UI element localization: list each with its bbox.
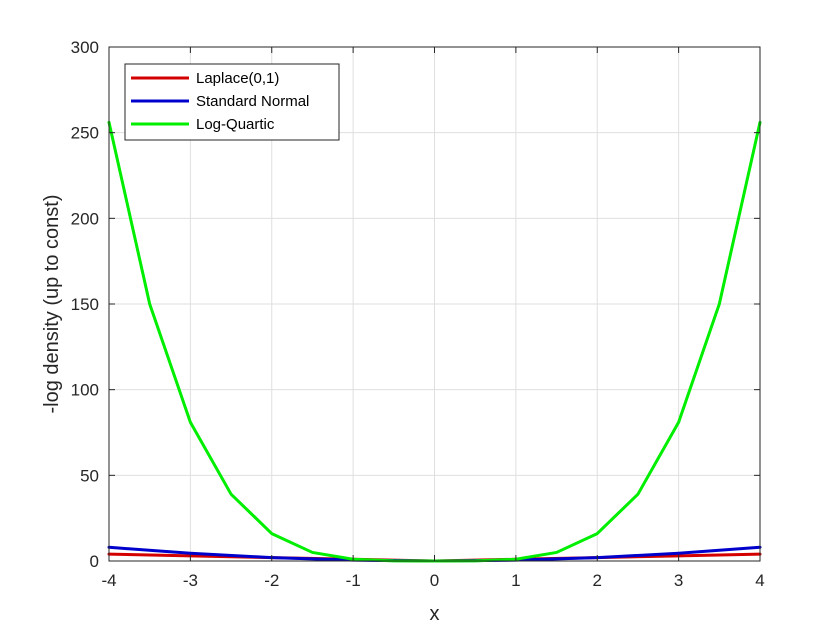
x-tick-label: 0 <box>430 571 439 590</box>
ticks <box>108 46 761 562</box>
legend-label: Log-Quartic <box>196 116 275 133</box>
y-tick-label: 50 <box>80 466 99 485</box>
legend: Laplace(0,1) Standard Normal Log-Quartic <box>124 63 340 141</box>
y-tick-label: 200 <box>71 209 99 228</box>
y-tick-label: 0 <box>90 552 99 571</box>
y-tick-label: 300 <box>71 38 99 57</box>
x-tick-label: -1 <box>346 571 361 590</box>
y-tick-label: 250 <box>71 124 99 143</box>
legend-label: Standard Normal <box>196 93 309 110</box>
x-tick-label: 4 <box>755 571 764 590</box>
x-axis-label: x <box>430 603 440 625</box>
x-tick-label: 2 <box>593 571 602 590</box>
y-tick-label: 100 <box>71 381 99 400</box>
x-tick-label: 1 <box>511 571 520 590</box>
x-tick-label: -4 <box>101 571 116 590</box>
x-tick-label: -3 <box>183 571 198 590</box>
y-axis-label: -log density (up to const) <box>41 195 63 414</box>
y-tick-label: 150 <box>71 295 99 314</box>
tick-labels: -4 -3 -2 -1 0 1 2 3 4 0 50 100 150 200 250 300 <box>71 38 765 590</box>
x-tick-label: -2 <box>264 571 279 590</box>
legend-label: Laplace(0,1) <box>196 70 279 87</box>
x-tick-label: 3 <box>674 571 683 590</box>
